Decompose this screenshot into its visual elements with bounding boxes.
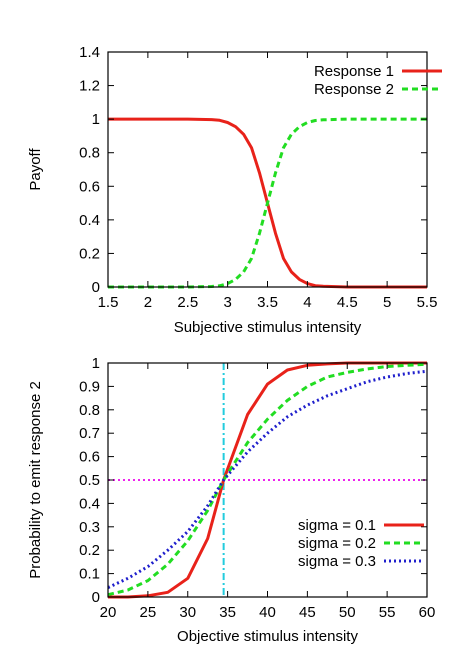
payoff-x-tick-label: 5.5 [417, 294, 438, 311]
payoff-x-tick-label: 3.5 [257, 294, 278, 311]
probability-x-tick-label: 50 [339, 604, 356, 621]
probability-x-axis-label: Objective stimulus intensity [177, 628, 358, 645]
payoff-x-tick-label: 3 [223, 294, 231, 311]
payoff-legend-label-1: Response 1 [314, 63, 394, 80]
probability-x-tick-label: 55 [379, 604, 396, 621]
payoff-y-tick-label: 0.8 [79, 145, 100, 162]
payoff-y-tick-label: 0.4 [79, 212, 100, 229]
probability-series-line-2 [107, 362, 428, 597]
probability-y-tick-label: 0 [92, 589, 100, 606]
payoff-y-tick-label: 0.6 [79, 178, 100, 195]
payoff-y-tick-label: 0 [92, 279, 100, 296]
probability-y-tick-label: 0.9 [79, 378, 100, 395]
probability-y-tick-label: 0.4 [79, 495, 100, 512]
payoff-x-tick-label: 1.5 [98, 294, 119, 311]
payoff-x-tick-label: 5 [383, 294, 391, 311]
probability-x-tick-label: 45 [299, 604, 316, 621]
payoff-x-tick-label: 2 [144, 294, 152, 311]
payoff-legend-label-2: Response 2 [314, 81, 394, 98]
payoff-x-tick-label: 4 [303, 294, 311, 311]
payoff-chart: 1.5 2 2.5 3 3.5 4 4.5 5 5.5 0 0.2 0.4 0.6 0.8 1 1.2 1.4 S… [27, 44, 442, 336]
probability-y-tick-label: 0.2 [79, 542, 100, 559]
probability-y-tick-label: 0.3 [79, 519, 100, 536]
payoff-y-tick-label: 1.4 [79, 44, 100, 61]
probability-y-axis-label: Probability to emit response 2 [27, 381, 44, 579]
payoff-y-tick-label: 1.2 [79, 78, 100, 95]
probability-x-tick-label: 20 [100, 604, 117, 621]
payoff-x-axis-label: Subjective stimulus intensity [174, 319, 362, 336]
payoff-x-tick-label: 4.5 [337, 294, 358, 311]
payoff-y-axis-label: Payoff [27, 148, 44, 191]
probability-legend-label-3: sigma = 0.3 [298, 553, 376, 570]
probability-legend-label-1: sigma = 0.1 [298, 517, 376, 534]
probability-y-tick-label: 0.1 [79, 566, 100, 583]
payoff-y-tick-label: 0.2 [79, 245, 100, 262]
probability-x-tick-label: 40 [259, 604, 276, 621]
probability-y-tick-label: 0.8 [79, 402, 100, 419]
probability-y-tick-label: 0.6 [79, 449, 100, 466]
payoff-x-tick-label: 2.5 [177, 294, 198, 311]
probability-x-tick-label: 60 [419, 604, 436, 621]
probability-y-tick-label: 1 [92, 355, 100, 372]
probability-y-tick-label: 0.7 [79, 425, 100, 442]
payoff-y-tick-label: 1 [92, 111, 100, 128]
probability-series-line-3 [107, 369, 428, 589]
probability-y-tick-label: 0.5 [79, 472, 100, 489]
payoff-series-line-2 [108, 117, 427, 289]
probability-x-tick-label: 25 [140, 604, 157, 621]
probability-chart: 20 25 30 35 40 45 50 55 60 0 0.1 0.2 0.3 0.4 0.5 0.6 0.7… [27, 355, 435, 645]
probability-x-tick-label: 30 [179, 604, 196, 621]
probability-legend-label-2: sigma = 0.2 [298, 535, 376, 552]
probability-x-tick-label: 35 [219, 604, 236, 621]
